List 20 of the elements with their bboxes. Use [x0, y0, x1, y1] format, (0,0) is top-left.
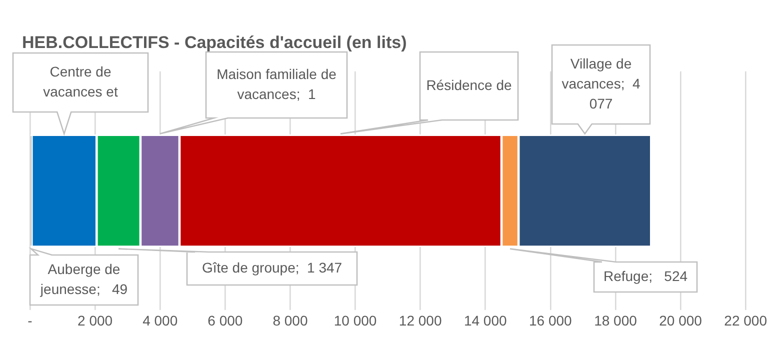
x-tick-label: 6 000 [208, 312, 243, 328]
annotation: Maison familiale de vacances; 1 [216, 66, 337, 102]
x-tick-label: 2 000 [78, 312, 113, 328]
x-tick-label: 22 000 [724, 312, 768, 328]
x-tick-label: 4 000 [142, 312, 178, 328]
annotation: Auberge de jeunesse; 49 [39, 260, 128, 297]
chart-title: HEB.COLLECTIFS - Capacités d'accueil (en lits) [22, 32, 407, 52]
annotation: Gîte de groupe; 1 347 [202, 259, 342, 276]
x-tick-label: 12 000 [398, 312, 442, 328]
annotation: Village de vacances; 4 077 [562, 55, 641, 112]
x-tick-label: 10 000 [334, 312, 377, 328]
annotation: Centre de vacances et [43, 63, 118, 100]
x-tick-label: 18 000 [594, 312, 638, 328]
x-tick-label: 16 000 [529, 312, 572, 328]
annotation: Refuge; 524 [603, 268, 688, 284]
x-tick-label: 14 000 [464, 312, 507, 328]
x-tick-label: 20 000 [659, 312, 702, 328]
x-tick-label: - [28, 312, 33, 328]
x-tick-label: 8 000 [272, 312, 308, 328]
annotation: Résidence de [426, 76, 512, 93]
